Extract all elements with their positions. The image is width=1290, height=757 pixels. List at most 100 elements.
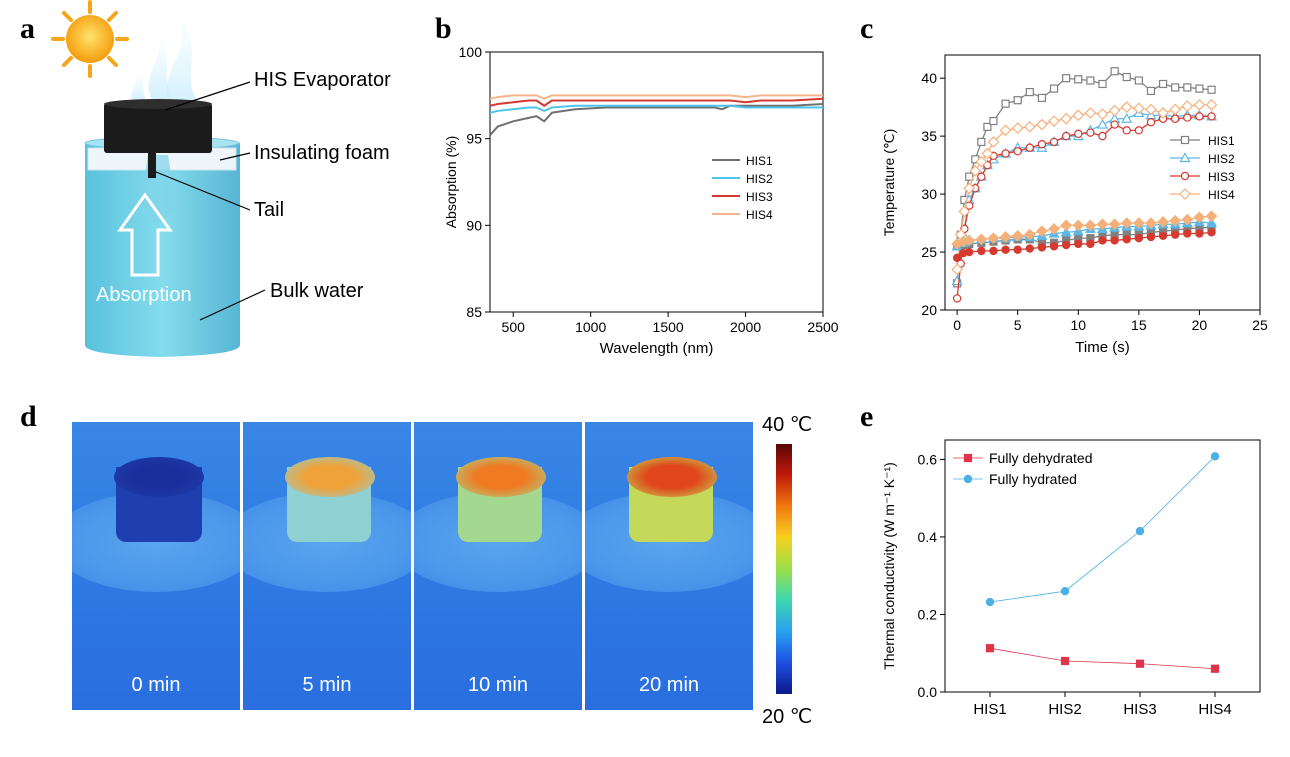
data-point-HIS3: [1134, 233, 1144, 243]
label-his-evaporator: HIS Evaporator: [254, 69, 391, 91]
series-line-Fully dehydrated: [989, 647, 1216, 670]
data-point-HIS1: [1098, 79, 1107, 89]
panel-letter-d: d: [20, 400, 37, 433]
sun-icon: [51, 0, 129, 78]
x-tick-label: HIS3: [1123, 701, 1156, 718]
thermal-time-label: 5 min: [302, 674, 352, 696]
data-point-HIS1: [1158, 79, 1168, 89]
data-point-HIS3: [1037, 140, 1047, 149]
plot-frame: [489, 51, 824, 313]
data-point-HIS4: [1157, 107, 1169, 119]
data-point-Fully hydrated: [1135, 526, 1145, 536]
panel-letter-b: b: [435, 12, 452, 45]
data-point-HIS2: [1060, 226, 1072, 237]
data-point-Fully dehydrated: [1210, 664, 1220, 673]
absorption-spectrum-chart: 500 1000 1500 2000 2500 85 90 95 100 Wavelength (…: [443, 44, 839, 357]
data-point-HIS3: [965, 247, 974, 257]
legend-label-HIS2: HIS2: [1208, 152, 1235, 166]
y-tick-label: 25: [921, 244, 937, 260]
data-point-HIS3: [1061, 240, 1071, 250]
data-point-HIS4: [951, 263, 963, 276]
data-point-HIS4: [1193, 211, 1206, 224]
legend-marker-HIS2: [1179, 152, 1191, 163]
data-point-HIS3: [1086, 239, 1095, 249]
x-tick-label: 2500: [807, 319, 838, 335]
data-point-HIS4: [1120, 217, 1133, 229]
evaporator-top: [627, 457, 717, 497]
data-point-HIS3: [1001, 245, 1010, 254]
label-bulk-water: Bulk water: [270, 280, 364, 302]
data-point-Fully hydrated: [1210, 452, 1220, 461]
data-point-HIS2: [1206, 217, 1218, 228]
legend-label-HIS1: HIS1: [1208, 134, 1235, 148]
data-point-HIS1: [965, 172, 974, 181]
x-tick-label: 1000: [575, 319, 606, 335]
data-point-HIS1: [1134, 76, 1143, 85]
data-point-HIS1: [989, 116, 998, 126]
y-tick-label: 0.6: [918, 451, 938, 467]
data-point-HIS1: [1074, 75, 1083, 84]
data-point-HIS4: [981, 147, 994, 160]
data-point-HIS4: [1048, 223, 1060, 235]
x-tick-label: HIS4: [1198, 701, 1231, 718]
series-line-HIS4: [489, 94, 823, 100]
data-point-HIS4: [1205, 98, 1218, 111]
data-point-HIS3: [1195, 112, 1204, 121]
data-point-HIS4: [1023, 228, 1036, 241]
data-point-HIS1: [1049, 84, 1059, 93]
data-point-HIS1: [1195, 84, 1204, 93]
x-tick-label: 5: [1014, 317, 1022, 333]
y-tick-label: 100: [459, 44, 483, 60]
data-point-HIS4: [1023, 121, 1036, 133]
label-insulating-foam: Insulating foam: [254, 142, 390, 164]
data-point-HIS3: [1122, 126, 1131, 135]
thermal-time-label: 10 min: [467, 674, 529, 696]
data-point-HIS4: [1108, 104, 1121, 117]
y-tick-label: 90: [466, 217, 482, 233]
vapor-icon: [131, 20, 198, 103]
data-point-HIS4: [987, 136, 1000, 148]
y-tick-label: 30: [921, 186, 937, 202]
data-point-HIS1: [1122, 72, 1131, 82]
data-point-HIS3: [1195, 229, 1204, 238]
data-point-HIS3: [1037, 243, 1047, 252]
y-tick-label: 85: [466, 304, 482, 320]
thermal-image-strip: 0 min 5 min 10 min 20 min: [72, 422, 754, 710]
data-point-HIS2: [1121, 113, 1133, 123]
data-point-HIS4: [1193, 98, 1206, 111]
data-point-HIS3: [1098, 131, 1107, 141]
thermal-color-scale: [776, 444, 792, 694]
data-point-HIS1: [983, 122, 992, 131]
y-axis-label: Temperature (℃): [881, 129, 897, 237]
data-point-HIS3: [977, 246, 986, 256]
data-point-HIS1: [1110, 67, 1119, 76]
data-point-HIS4: [969, 165, 982, 177]
data-point-HIS4: [975, 233, 988, 246]
data-point-HIS3: [1110, 236, 1119, 245]
data-point-HIS1: [1146, 86, 1156, 96]
data-point-HIS4: [987, 232, 1000, 244]
thermal-frame: 5 min: [243, 422, 411, 710]
y-tick-label: 0.2: [918, 606, 938, 622]
data-point-HIS3: [1074, 129, 1083, 139]
legend-label-HIS4: HIS4: [1208, 188, 1235, 202]
data-point-HIS4: [1169, 214, 1182, 227]
data-point-HIS3: [1146, 232, 1156, 242]
data-point-HIS2: [1096, 118, 1109, 129]
data-point-HIS4: [1205, 210, 1218, 222]
data-point-HIS3: [1013, 245, 1022, 254]
evaporator-top: [456, 457, 546, 497]
legend-label-HIS3: HIS3: [1208, 170, 1235, 184]
data-point-HIS3: [1170, 114, 1180, 123]
data-point-HIS4: [1132, 102, 1145, 115]
data-point-HIS3: [1134, 126, 1144, 135]
data-point-HIS4: [999, 124, 1012, 137]
x-tick-label: 0: [953, 317, 961, 333]
data-point-HIS4: [1169, 103, 1182, 116]
x-tick-label: 15: [1131, 317, 1147, 333]
legend-label-Fully hydrated: Fully hydrated: [989, 471, 1077, 487]
data-point-HIS1: [1086, 76, 1095, 85]
data-point-HIS4: [1011, 229, 1024, 242]
data-point-HIS4: [1011, 122, 1024, 134]
data-point-HIS3: [989, 246, 998, 256]
